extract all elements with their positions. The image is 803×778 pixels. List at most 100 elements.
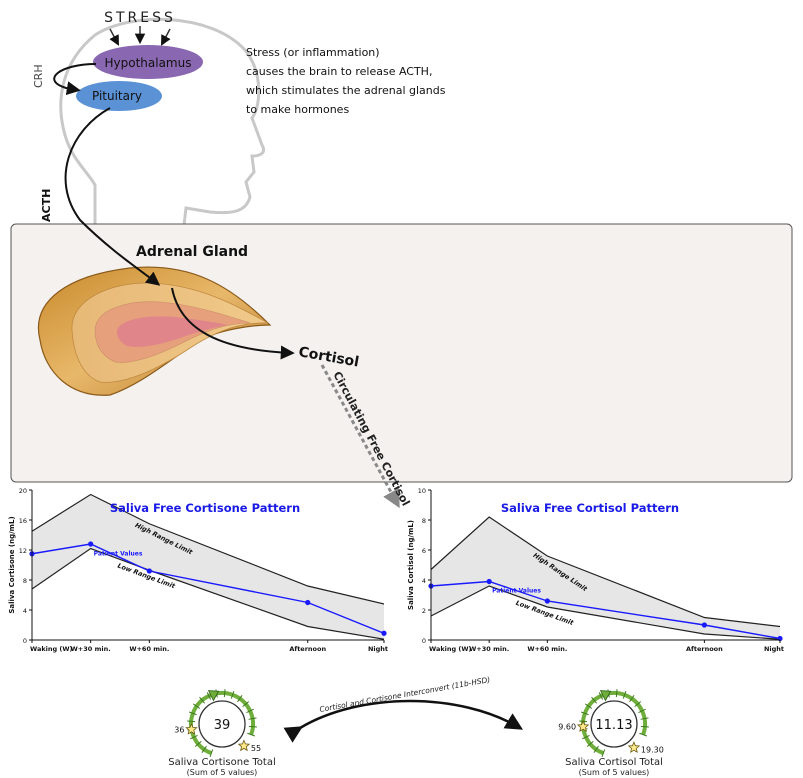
y-tick-label: 4: [422, 577, 426, 585]
cortisol-chart: 0 2 4 6 8 10 Waking (W)W+30 min. W+60 min. After…: [407, 487, 784, 653]
x-tick-label: W+60 min.: [129, 645, 169, 653]
hypothalamus-shape: [93, 45, 203, 79]
gauge-tick: [248, 725, 257, 728]
adrenal-gland-title: Adrenal Gland: [136, 244, 248, 260]
low-limit-star: [576, 720, 590, 733]
range-band: [431, 517, 780, 640]
patient-values-annotation: Patient Values: [94, 550, 143, 557]
gauge-tick: [187, 720, 196, 723]
patient-point: [88, 541, 94, 547]
gauge-tick: [230, 690, 235, 699]
gauge-tick: [640, 717, 649, 720]
gauge-tick: [639, 732, 648, 737]
gauge-tick: [247, 732, 256, 737]
y-tick-label: 12: [19, 547, 27, 555]
y-tick-label: 8: [23, 577, 27, 585]
cortisone-total-subtitle: (Sum of 5 values): [187, 768, 258, 777]
adrenal-gland-illustration: [37, 266, 272, 396]
stress-label: STRESS: [104, 10, 176, 26]
gauge-tick: [622, 690, 627, 699]
crh-label: CRH: [32, 64, 45, 88]
circulating-arrow: [320, 364, 400, 509]
patient-point: [381, 630, 387, 636]
cortisol-total-subtitle: (Sum of 5 values): [579, 768, 650, 777]
gauge-tick: [634, 701, 642, 708]
gauge-tick: [593, 745, 599, 753]
chart-title: Saliva Free Cortisol Pattern: [501, 501, 679, 515]
description-text: Stress (or inflammation) causes the brai…: [246, 46, 446, 116]
gauge-value: 11.13: [595, 718, 632, 733]
x-tick-label: W+30 min.: [469, 645, 509, 653]
cortisol-total-title: Saliva Cortisol Total: [565, 757, 663, 768]
x-tick-label: W+60 min.: [527, 645, 567, 653]
gauge-tick: [601, 749, 606, 758]
gauge-tick: [206, 692, 212, 700]
gauge-tick: [199, 696, 206, 704]
patient-point: [701, 622, 707, 628]
high-range-line: [430, 516, 781, 628]
gauge-center: [590, 700, 638, 748]
acth-label: ACTH: [40, 189, 53, 222]
cortisone-total-title: Saliva Cortisone Total: [168, 757, 276, 768]
y-tick-label: 0: [23, 637, 27, 645]
gauge-tick: [585, 703, 593, 709]
cortisone-chart: 0 4 8 12 16 20 Waking (W)W+30 min. W+60 min. Aft…: [8, 487, 388, 653]
gauge-tick: [193, 703, 201, 709]
description-line-3: which stimulates the adrenal glands: [246, 84, 446, 97]
pituitary-label: Pituitary: [92, 89, 142, 103]
patient-values-annotation: Patient Values: [492, 587, 541, 594]
high-limit-star: [627, 741, 641, 754]
description-line-4: to make hormones: [246, 103, 349, 116]
cortisol-gauge: 11.13 9.60 19.30: [558, 689, 664, 758]
interconvert-arrow: [283, 699, 524, 743]
gauge-tick: [638, 708, 646, 714]
y-tick-label: 4: [23, 607, 27, 615]
pituitary-shape: [76, 81, 162, 111]
gauge-tick: [248, 717, 257, 720]
cortisone-gauge: 39 36 55: [174, 689, 261, 758]
range-band: [32, 494, 384, 640]
gauge-center: [198, 700, 246, 748]
x-tick-label: Night: [368, 645, 388, 653]
gauge-tick: [188, 711, 197, 716]
y-tick-label: 2: [422, 607, 426, 615]
patient-point: [146, 568, 152, 574]
gauge-tick: [615, 689, 618, 698]
y-tick-label: 20: [19, 487, 27, 495]
gauge-tick: [598, 692, 604, 700]
y-tick-label: 16: [19, 517, 27, 525]
y-tick-label: 8: [422, 517, 426, 525]
description-line-1: Stress (or inflammation): [246, 46, 380, 59]
description-line-2: causes the brain to release ACTH,: [246, 65, 432, 78]
gauge-tick: [580, 711, 589, 716]
low-range-line: [430, 585, 781, 640]
gauge-tick: [640, 725, 649, 728]
gauge-tick: [201, 745, 207, 753]
gauge-tick: [237, 695, 243, 703]
gauge-tick: [246, 708, 254, 714]
gauge-tick: [586, 740, 594, 747]
low-limit-star: [185, 722, 198, 735]
gauge-tick: [209, 749, 214, 758]
x-tick-label: W+30 min.: [71, 645, 111, 653]
gauge-pointer: [207, 690, 220, 702]
x-tick-label: Waking (W): [429, 645, 472, 653]
gauge-low-label: 9.60: [558, 723, 576, 732]
stress-arrows: [109, 26, 171, 46]
gauge-tick: [223, 689, 226, 698]
gauge-tick: [582, 734, 590, 740]
chart-title: Saliva Free Cortisone Pattern: [110, 501, 300, 515]
patient-point: [544, 598, 550, 604]
high-range-line: [31, 493, 385, 605]
x-tick-label: Afternoon: [289, 645, 326, 653]
x-tick-label: Night: [764, 645, 784, 653]
y-tick-label: 6: [422, 547, 426, 555]
gauge-tick: [242, 701, 250, 708]
x-tick-label: Afternoon: [686, 645, 723, 653]
gauge-tick: [629, 695, 635, 703]
acth-arrow: [64, 107, 161, 286]
gauge-value: 39: [214, 718, 231, 733]
gauge-tick: [190, 734, 198, 740]
y-axis-label: Saliva Cortisone (ng/mL): [8, 516, 16, 613]
